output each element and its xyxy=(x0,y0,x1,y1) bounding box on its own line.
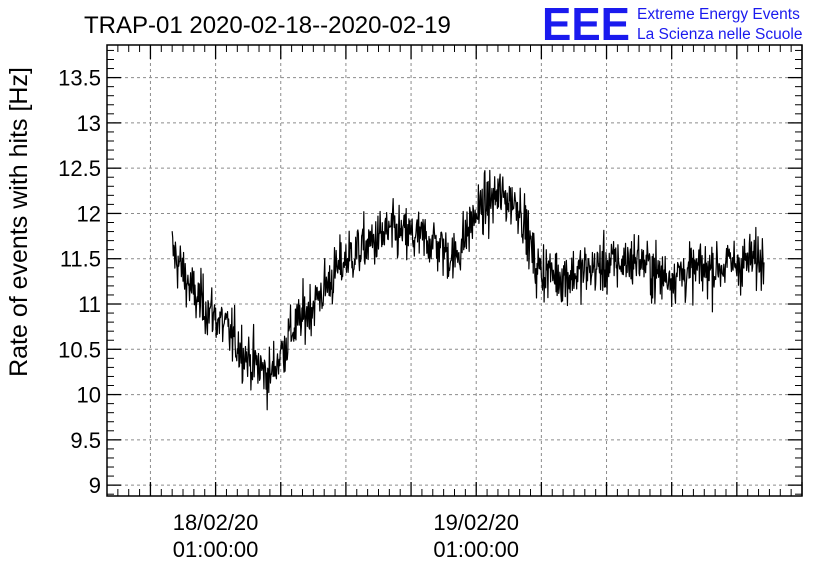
y-axis-label: Rate of events with hits [Hz] xyxy=(5,67,33,377)
eee-logo-line1: Extreme Energy Events xyxy=(637,6,800,23)
y-tick-label: 9.5 xyxy=(70,428,101,453)
chart-title: TRAP-01 2020-02-18--2020-02-19 xyxy=(84,12,451,39)
y-tick-label: 11.5 xyxy=(60,247,101,272)
x-tick-label-time: 01:00:00 xyxy=(433,537,519,562)
series-line xyxy=(171,169,765,411)
y-tick-label: 10.5 xyxy=(58,337,101,362)
y-tick-label: 12 xyxy=(77,201,101,226)
ticks xyxy=(106,45,803,496)
y-tick-label: 13.5 xyxy=(58,66,101,91)
y-tick-labels: 9 9.5 10 10.5 11 11.5 12 12.5 13 13.5 xyxy=(58,66,101,499)
y-tick-label: 9 xyxy=(89,473,101,498)
series-group xyxy=(171,169,765,411)
x-tick-label-date: 18/02/20 xyxy=(173,510,259,535)
x-tick-label-date: 19/02/20 xyxy=(433,510,519,535)
y-tick-label: 12.5 xyxy=(58,156,101,181)
eee-logo: EEE Extreme Energy Events La Scienza nel… xyxy=(542,0,802,50)
grid xyxy=(107,45,803,496)
y-tick-label: 11 xyxy=(78,292,101,317)
y-tick-label: 13 xyxy=(77,111,101,136)
eee-logo-mark: EEE xyxy=(542,0,630,50)
y-tick-label: 10 xyxy=(77,383,101,408)
x-tick-label-time: 01:00:00 xyxy=(173,537,259,562)
eee-logo-line2: La Scienza nelle Scuole xyxy=(637,26,802,43)
